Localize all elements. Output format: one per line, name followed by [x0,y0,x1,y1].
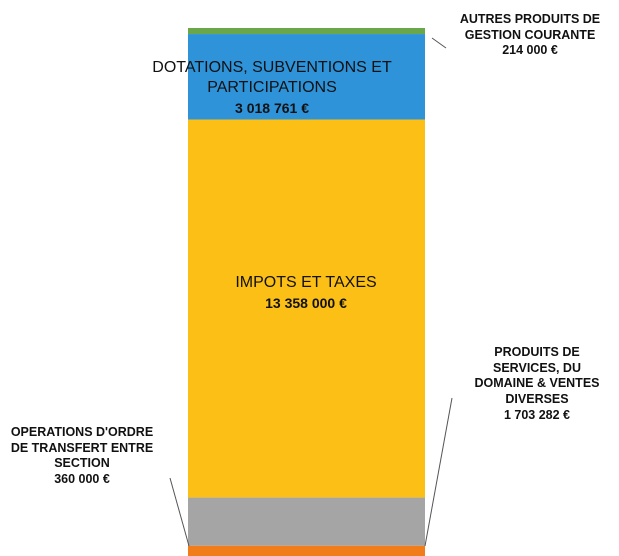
value-label: 360 000 € [54,471,110,486]
segment-label: IMPOTS ET TAXES 13 358 000 € [226,273,386,313]
bar-segment [188,34,425,120]
value-label: 214 000 € [502,43,558,58]
segment-name: OPERATIONS D'ORDRE DE TRANSFERT ENTRE SE… [10,425,154,471]
segment-name: AUTRES PRODUITS DE GESTION COURANTE [459,12,601,42]
bar-segment [188,28,425,35]
bar-segment [188,545,425,556]
bar-segment [188,119,425,498]
value-label: 1 703 282 € [503,407,571,422]
leader-line [431,37,447,49]
segment-name: DOTATIONS, SUBVENTIONS ET PARTICIPATIONS [152,59,392,96]
bar-segment [188,497,425,546]
value-label: 3 018 761 € [235,100,309,116]
segment-label: OPERATIONS D'ORDRE DE TRANSFERT ENTRE SE… [2,425,162,488]
segment-label: AUTRES PRODUITS DE GESTION COURANTE 214 0… [450,12,610,59]
leader-line [169,477,190,547]
leader-line [424,397,453,547]
value-label: 13 358 000 € [265,295,347,311]
segment-name: PRODUITS DE SERVICES, DU DOMAINE & VENTE… [474,345,600,406]
segment-label: DOTATIONS, SUBVENTIONS ET PARTICIPATIONS… [112,58,432,118]
segment-label: PRODUITS DE SERVICES, DU DOMAINE & VENTE… [462,345,612,423]
segment-name: IMPOTS ET TAXES [235,274,377,291]
